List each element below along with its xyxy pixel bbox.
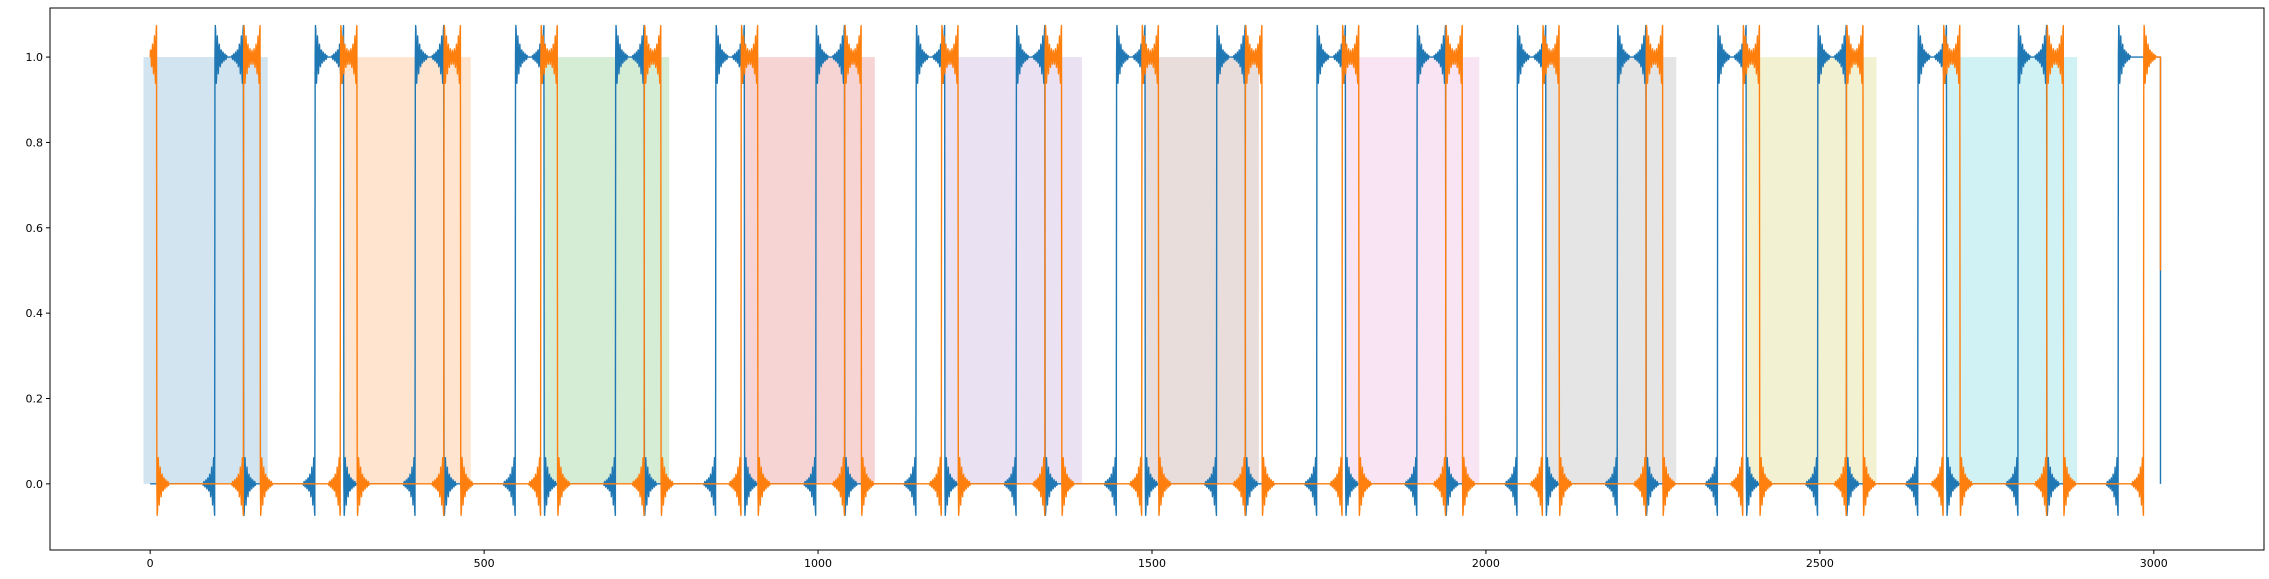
shaded-region-4 <box>744 57 875 484</box>
shaded-region-9 <box>1746 57 1877 484</box>
x-tick-label: 1500 <box>1138 557 1166 570</box>
shaded-region-10 <box>1946 57 2077 484</box>
x-axis: 0 500 1000 1500 2000 2500 3000 <box>147 550 2168 570</box>
shaded-regions <box>143 57 2077 484</box>
plot-frame <box>49 7 2265 551</box>
y-tick-label: 0.0 <box>26 478 44 491</box>
y-axis: 0.0 0.2 0.4 0.6 0.8 1.0 <box>26 51 50 491</box>
y-tick-label: 0.2 <box>26 392 44 405</box>
shaded-region-7 <box>1345 57 1480 484</box>
x-tick-label: 2000 <box>1472 557 1500 570</box>
y-tick-label: 0.6 <box>26 222 44 235</box>
shaded-region-6 <box>1145 57 1259 484</box>
shaded-region-5 <box>944 57 1082 484</box>
x-tick-label: 2500 <box>1806 557 1834 570</box>
shaded-region-3 <box>544 57 670 484</box>
x-tick-label: 3000 <box>2140 557 2168 570</box>
shaded-region-8 <box>1546 57 1677 484</box>
x-tick-label: 1000 <box>804 557 832 570</box>
y-tick-label: 0.8 <box>26 136 44 149</box>
shaded-region-2 <box>343 57 471 484</box>
series-line-2 <box>149 24 2162 517</box>
x-tick-label: 0 <box>147 557 154 570</box>
y-tick-label: 0.4 <box>26 307 44 320</box>
y-tick-label: 1.0 <box>26 51 44 64</box>
x-tick-label: 500 <box>474 557 495 570</box>
shaded-region-1 <box>143 57 268 484</box>
series-lines <box>149 24 2162 517</box>
